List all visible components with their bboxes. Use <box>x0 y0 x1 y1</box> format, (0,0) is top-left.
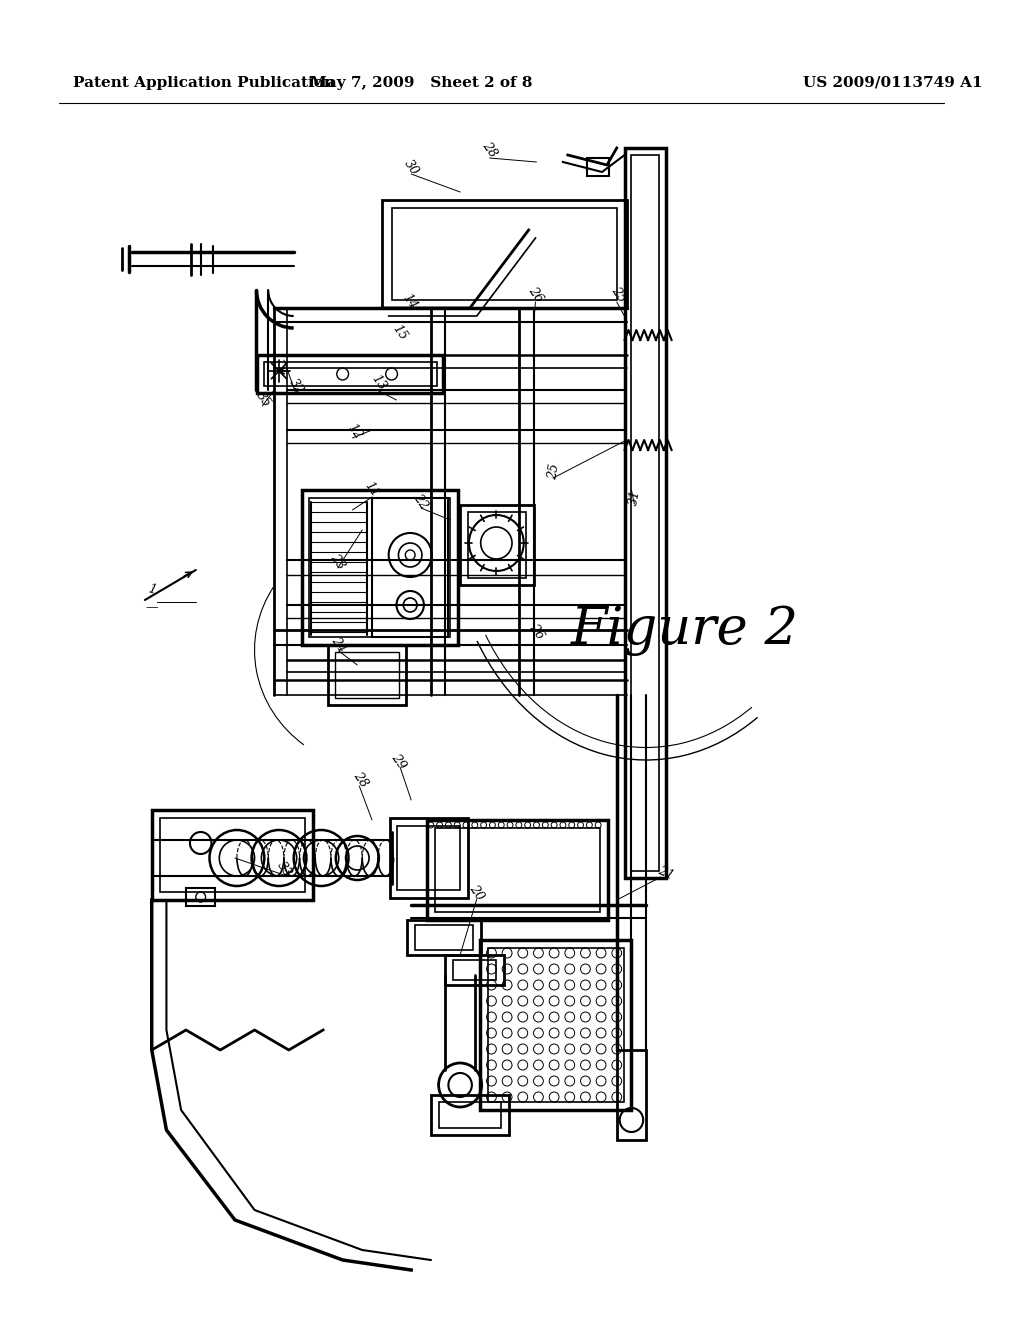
Bar <box>431 1096 509 1135</box>
Text: 11: 11 <box>362 479 382 500</box>
Bar <box>427 820 608 920</box>
Text: 12: 12 <box>344 421 365 442</box>
Text: 32: 32 <box>287 376 306 397</box>
Bar <box>372 498 449 638</box>
Bar <box>382 201 627 308</box>
Text: 29: 29 <box>388 751 409 772</box>
Bar <box>397 826 460 890</box>
Text: 28: 28 <box>350 770 371 791</box>
Bar <box>434 828 600 912</box>
Text: 25: 25 <box>609 285 629 305</box>
Text: Figure 2: Figure 2 <box>571 605 800 656</box>
Bar <box>309 498 451 638</box>
Bar <box>390 818 468 898</box>
Text: 22: 22 <box>411 492 431 512</box>
Bar <box>438 1102 501 1129</box>
Bar <box>625 148 666 878</box>
Bar <box>632 154 658 871</box>
Text: 1: 1 <box>146 582 158 598</box>
Bar <box>460 506 534 585</box>
Bar <box>257 355 443 393</box>
Bar <box>335 652 399 698</box>
Bar <box>264 362 436 385</box>
Text: 26: 26 <box>526 622 547 643</box>
Text: 14: 14 <box>399 292 419 313</box>
Bar <box>408 920 480 954</box>
Text: 31: 31 <box>627 488 642 507</box>
Bar <box>479 940 632 1110</box>
Text: 35: 35 <box>253 389 273 411</box>
Bar <box>391 209 616 300</box>
Text: 28: 28 <box>479 140 500 160</box>
Bar <box>487 948 624 1102</box>
Bar <box>468 512 525 578</box>
Text: Patent Application Publication: Patent Application Publication <box>74 77 336 90</box>
Text: 26: 26 <box>525 285 546 305</box>
Text: —: — <box>145 602 158 615</box>
Text: 15: 15 <box>389 322 410 343</box>
Bar <box>186 888 215 906</box>
Text: 30: 30 <box>401 157 421 178</box>
Text: 24: 24 <box>329 635 348 655</box>
Text: May 7, 2009   Sheet 2 of 8: May 7, 2009 Sheet 2 of 8 <box>309 77 532 90</box>
Text: 33: 33 <box>274 859 294 880</box>
Text: 23: 23 <box>328 552 348 573</box>
Bar <box>152 810 313 900</box>
Text: 25: 25 <box>547 463 562 480</box>
Bar <box>445 954 504 985</box>
Bar <box>454 960 497 979</box>
Bar <box>160 818 305 892</box>
Text: US 2009/0113749 A1: US 2009/0113749 A1 <box>803 77 982 90</box>
Bar <box>301 490 458 645</box>
Text: 13: 13 <box>369 372 389 393</box>
Bar <box>616 1049 646 1140</box>
Text: 21: 21 <box>655 863 676 882</box>
Bar <box>588 158 609 176</box>
Bar <box>415 925 473 950</box>
Text: 20: 20 <box>467 883 486 903</box>
Bar <box>328 645 407 705</box>
